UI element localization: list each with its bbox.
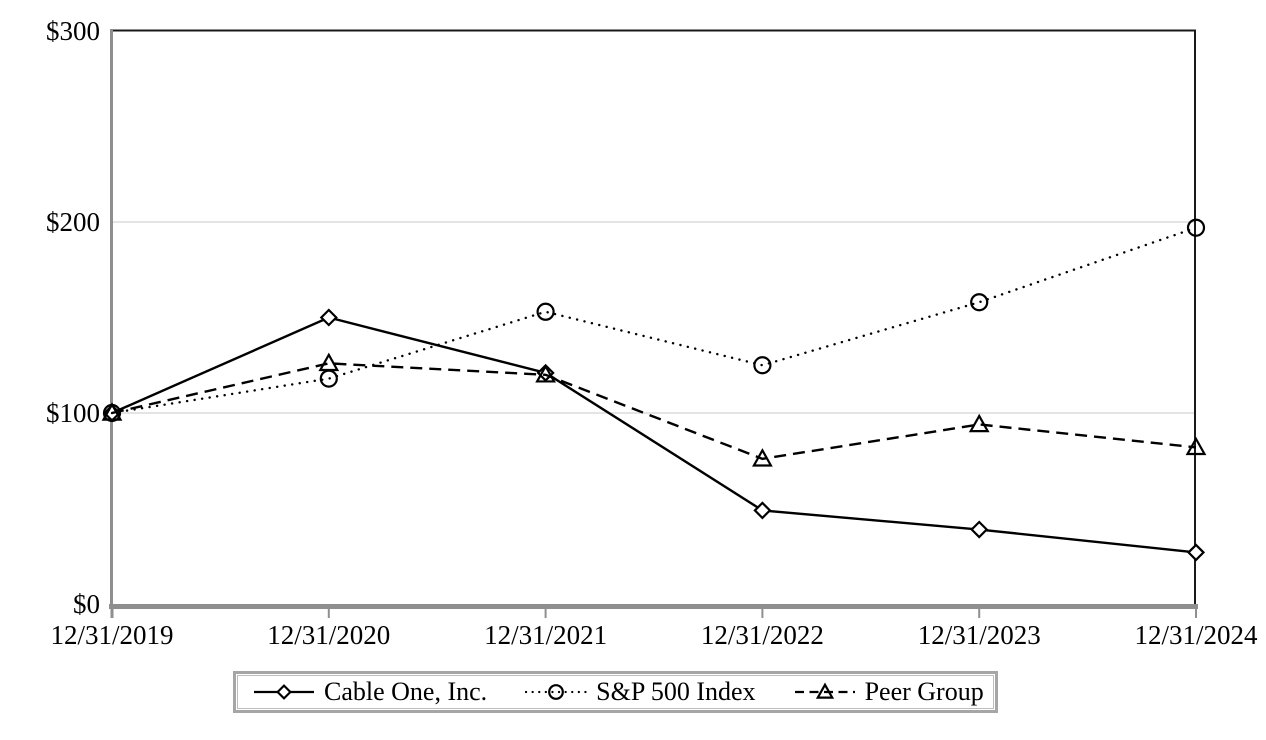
marker-cable-one-inc-3 (753, 501, 772, 520)
y-tick-label-0: $0 (73, 589, 100, 619)
legend-marker-triangle-icon (815, 682, 834, 699)
marker-peer-group-1 (318, 352, 340, 372)
series-line-s-p-500-index (110, 226, 1198, 415)
y-tick-label-300: $300 (46, 16, 100, 46)
legend-entry-cable-one-inc: Cable One, Inc. (253, 679, 487, 705)
legend-entry-peer-group: Peer Group (794, 679, 984, 705)
legend-label-peer-group: Peer Group (864, 677, 984, 706)
x-tick-label-12-31-2022: 12/31/2022 (701, 620, 824, 650)
legend-marker-circle-icon (548, 684, 565, 700)
marker-s-p-500-index-2 (536, 302, 555, 321)
marker-peer-group-3 (752, 448, 773, 467)
series-line-peer-group (111, 362, 1197, 461)
legend-sample-circle-icon (525, 684, 588, 700)
legend-inner: Cable One, Inc. S&P 500 Index Peer Group (237, 675, 994, 709)
x-tick-label-12-31-2024: 12/31/2024 (1134, 620, 1258, 650)
legend-sample-diamond-icon (254, 684, 314, 700)
series-line-cable-one-inc (111, 316, 1197, 554)
legend-label-cable-one-inc: Cable One, Inc. (324, 677, 488, 706)
y-tick-label-100: $100 (46, 398, 100, 428)
legend-label-s-p-500-index: S&P 500 Index (596, 677, 756, 706)
legend-marker-diamond-icon (276, 684, 292, 700)
marker-cable-one-inc-4 (970, 520, 989, 539)
legend-sample-triangle-icon (794, 682, 855, 699)
legend-entry-s-p-500-index: S&P 500 Index (525, 677, 756, 706)
x-tick-label-12-31-2019: 12/31/2019 (50, 620, 173, 650)
marker-peer-group-4 (968, 413, 990, 433)
marker-cable-one-inc-1 (319, 308, 338, 327)
marker-s-p-500-index-5 (1186, 218, 1206, 237)
marker-peer-group-2 (535, 364, 556, 383)
marker-s-p-500-index-4 (970, 293, 989, 312)
y-tick-label-200: $200 (46, 207, 100, 237)
marker-peer-group-5 (1185, 436, 1207, 456)
marker-cable-one-inc-5 (1186, 543, 1206, 562)
x-tick-label-12-31-2023: 12/31/2023 (918, 620, 1041, 650)
marker-s-p-500-index-3 (753, 356, 772, 375)
x-tick-label-12-31-2021: 12/31/2021 (484, 620, 607, 650)
marker-peer-group-0 (101, 402, 123, 421)
legend: Cable One, Inc. S&P 500 Index Peer Group (233, 671, 998, 713)
x-tick-label-12-31-2020: 12/31/2020 (267, 620, 390, 650)
